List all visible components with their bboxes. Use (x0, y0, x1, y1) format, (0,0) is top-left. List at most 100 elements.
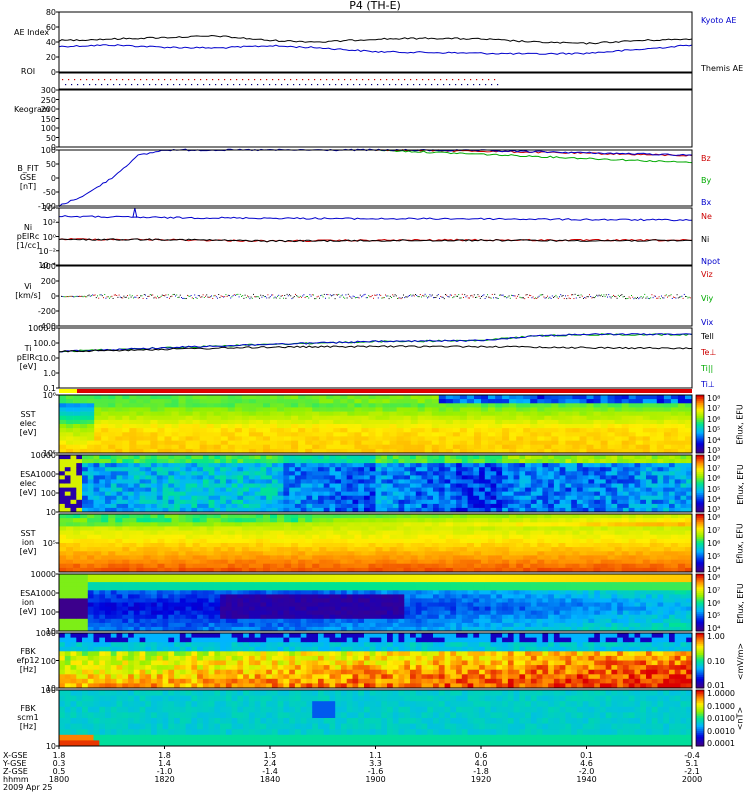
roi-marks (62, 79, 499, 86)
panel-vi (56, 265, 693, 327)
legend-ti-1: Te⊥ (701, 348, 717, 357)
ytick-ae: 40 (45, 38, 56, 47)
colorbar-label-sst_i: 10⁶ (707, 539, 721, 548)
panel-title-ae: AE Index (14, 28, 50, 37)
series-line-Kyoto AE (58, 44, 693, 55)
ytick-esa_e: 10 (45, 508, 56, 517)
ytick-esa_i: 10 (45, 627, 56, 636)
colorbar-label-sst_e: 10⁸ (707, 394, 721, 403)
xaxis-tick-label: 2000 (681, 775, 703, 784)
xaxis-tick-label: 5.1 (685, 759, 699, 768)
xaxis-tick-label: 2.4 (263, 759, 277, 768)
spectrogram-sst_e (59, 395, 693, 454)
colorbar-label-sst_e: 10⁷ (707, 404, 721, 414)
frame-ti (58, 327, 693, 389)
ytick-vi: 400 (40, 262, 56, 271)
frame-vi (58, 265, 693, 327)
lines-ae (58, 34, 693, 55)
spectrogram-sst_i (59, 514, 693, 573)
ytick-ni: 10⁻² (38, 246, 56, 256)
colorbar-label-sst_i: 10⁵ (707, 552, 721, 561)
xaxis-tick-label: 1.8 (158, 751, 171, 760)
colorbar-label-fbk1: 1.00 (707, 632, 725, 641)
ytick-fbk1: 10 (45, 684, 56, 693)
panel-esa_i (56, 573, 705, 632)
lines-bfit (58, 148, 693, 208)
xaxis-tick-label: 0.1 (580, 751, 593, 760)
ytick-bfit: 100 (40, 146, 56, 155)
ytick-keo: 250 (40, 95, 56, 105)
xaxis-tick-label: 1900 (365, 775, 386, 784)
frame-esa_e (58, 454, 693, 513)
ytick-esa_i: 10000 (30, 570, 56, 579)
xaxis-row-label: hhmm (3, 775, 29, 784)
ytick-esa_i: 1000 (35, 589, 56, 598)
ytick-bfit: -100 (37, 202, 56, 211)
xaxis-tick-label: -1.0 (156, 767, 173, 776)
frame-sst_i (58, 513, 693, 573)
xaxis-tick-label: 1.5 (263, 751, 277, 760)
ytick-esa_e: 100 (40, 489, 56, 498)
ytick-bfit: 50 (45, 160, 56, 169)
panel-keo (56, 89, 693, 148)
ytick-esa_e: 1000 (35, 470, 56, 479)
series-line-Ti|| (58, 333, 693, 353)
ytick-keo: 50 (45, 133, 56, 143)
legend-vi-0: Viz (701, 270, 713, 279)
panel-bfit (56, 148, 693, 208)
xaxis-row-label: Z-GSE (3, 767, 28, 776)
legend-bfit-1: By (701, 176, 712, 185)
colorbar-fbk2 (695, 689, 705, 747)
ytick-fbk1: 100 (40, 656, 56, 666)
colorbar-label-sst_e: 10⁶ (707, 414, 721, 424)
legend-bfit-0: Bz (701, 154, 711, 163)
colorbar-label-fbk1: 0.01 (707, 681, 725, 690)
ytick-ti: 1000.0 (28, 324, 56, 333)
panel-title-vi: Vi [km/s] (15, 282, 41, 300)
colorbar-label-fbk2: 1.0000 (707, 689, 735, 698)
xaxis-tick-label: 1840 (259, 775, 281, 784)
legend-vi-2: Vix (701, 318, 714, 327)
legend-ni-1: Ni (701, 234, 710, 244)
panel-title-ti: Ti pEIRc [eV] (16, 344, 40, 371)
xaxis-tick-label: 1920 (470, 775, 492, 784)
colorbar-label-fbk1: 0.10 (707, 656, 725, 666)
xaxis-row-label: X-GSE (3, 751, 28, 760)
ytick-ae: 0 (50, 68, 56, 77)
xaxis-tick-label: 4.6 (580, 759, 593, 768)
ytick-bfit: -50 (42, 188, 56, 197)
ytick-vi: -200 (37, 307, 56, 316)
colorbar-label-sst_e: 10⁴ (707, 435, 721, 445)
xaxis-tick-label: 1.4 (158, 759, 171, 768)
ytick-fbk1: 1000 (35, 629, 56, 638)
panel-title-fbk1: FBK efp12 [Hz] (16, 646, 40, 674)
ytick-keo: 300 (40, 86, 56, 95)
colorbar-label-sst_i: 10⁸ (707, 513, 721, 522)
spectrogram-esa_e (59, 455, 693, 513)
ytick-fbk2: 10 (45, 742, 56, 751)
colorbar-label-esa_e: 10⁶ (707, 474, 721, 484)
xaxis-row-label: 2009 Apr 25 (3, 783, 53, 792)
frame-roi (58, 72, 693, 90)
series-line-Npot (58, 238, 693, 243)
legend-ni-0: Ne (701, 212, 712, 221)
colorbar-fbk1 (695, 632, 705, 689)
ytick-ni: 10⁰ (42, 232, 56, 242)
colorbar-label-esa_i: 10⁴ (707, 624, 721, 633)
colorbar-label-esa_i: 10⁷ (707, 585, 721, 595)
panel-sst_e (56, 394, 705, 454)
legend-ae-1: Themis AE (701, 64, 744, 73)
colorbar-label-esa_e: 10⁸ (707, 454, 721, 463)
legend-ti-0: Tell (701, 332, 714, 341)
ytick-vi: -400 (37, 322, 56, 331)
panel-title-bfit: B_FIT GSE [nT] (17, 164, 39, 191)
series-line-Tell (58, 345, 693, 353)
series-line-Themis AE (58, 34, 693, 45)
xaxis-tick-label: -0.4 (684, 751, 700, 760)
xaxis-tick-label: 0.3 (52, 759, 66, 768)
lines-ti (58, 333, 693, 353)
xaxis-tick-label: 1940 (576, 775, 597, 784)
panel-title-sst_e: SST elec [eV] (19, 410, 37, 437)
colorbar-label-esa_i: 10⁶ (707, 598, 721, 608)
